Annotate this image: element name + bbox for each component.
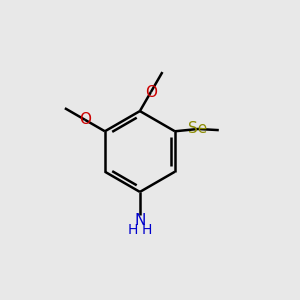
Text: O: O: [145, 85, 157, 100]
Text: N: N: [134, 213, 146, 228]
Text: H: H: [142, 223, 152, 237]
Text: Se: Se: [188, 122, 208, 136]
Text: H: H: [127, 223, 138, 237]
Text: O: O: [79, 112, 91, 127]
